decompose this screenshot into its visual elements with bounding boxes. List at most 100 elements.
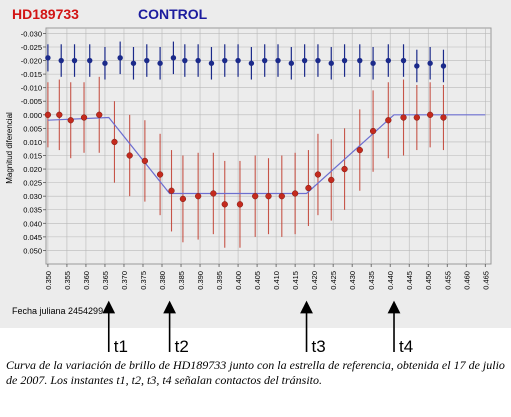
control-point [341, 57, 348, 64]
y-axis-ticks: -0.030 -0.025 -0.020 -0.015 -0.010 -0.005 0.00… [21, 29, 46, 255]
contact-label-t4: t4 [399, 337, 413, 356]
series-layer [44, 41, 486, 248]
x-tick-label: 0.365 [101, 271, 110, 290]
x-tick-label: 0.450 [424, 271, 433, 290]
control-point [248, 60, 255, 66]
y-tick-label: 0.015 [23, 151, 42, 160]
transit-model-line [47, 114, 486, 195]
contact-label-t3: t3 [312, 337, 326, 356]
star-point [126, 152, 133, 159]
contact-label-t1: t1 [114, 337, 128, 356]
x-tick-label: 0.415 [291, 271, 300, 290]
y-tick-label: 0.000 [23, 111, 42, 120]
star-point [369, 127, 377, 135]
control-point [130, 60, 137, 66]
y-tick-label: 0.050 [23, 246, 42, 255]
x-tick-label: 0.430 [348, 271, 357, 290]
y-tick-label: -0.015 [21, 70, 42, 79]
star-point [179, 195, 187, 203]
x-tick-label: 0.435 [367, 271, 376, 290]
y-tick-label: -0.025 [21, 43, 42, 52]
control-point [328, 60, 334, 66]
y-tick-label: 0.025 [23, 179, 42, 188]
star-point [305, 184, 312, 192]
star-point [341, 165, 348, 173]
x-tick-label: 0.370 [120, 271, 129, 290]
y-axis-label: Magnitud diferencial [5, 112, 14, 184]
x-tick-label: 0.440 [386, 271, 395, 290]
star-point [328, 176, 335, 184]
star-point [252, 193, 259, 200]
x-tick-label: 0.350 [44, 271, 53, 290]
y-tick-label: -0.020 [21, 57, 42, 66]
x-tick-label: 0.455 [443, 271, 452, 290]
control-point [275, 57, 281, 64]
control-label: CONTROL [138, 6, 208, 22]
y-tick-label: -0.030 [21, 29, 42, 38]
star-point [265, 193, 272, 200]
control-point [182, 57, 188, 64]
star-point [413, 114, 420, 121]
x-tick-label: 0.465 [481, 271, 490, 290]
control-point [222, 57, 228, 64]
control-point [385, 57, 392, 64]
y-tick-label: 0.045 [23, 233, 42, 242]
control-point [288, 60, 295, 66]
control-point [144, 57, 150, 64]
control-point [117, 55, 123, 61]
y-tick-label: 0.030 [23, 192, 42, 201]
x-tick-label: 0.380 [158, 271, 167, 290]
star-point [440, 114, 447, 121]
contact-markers: t1 t2 t3 t4 [102, 300, 413, 356]
star-label: HD189733 [12, 6, 79, 22]
control-point [440, 63, 447, 69]
x-tick-label: 0.390 [196, 271, 205, 290]
y-tick-label: 0.035 [23, 206, 42, 215]
star-point [168, 187, 175, 194]
star-point [291, 190, 299, 197]
control-point [195, 57, 201, 64]
x-tick-label: 0.400 [234, 271, 243, 290]
star-point [221, 201, 228, 208]
star-point [356, 146, 363, 154]
star-point [314, 171, 322, 178]
control-point [261, 57, 268, 64]
star-point [111, 138, 118, 146]
star-point [426, 111, 434, 118]
control-point [208, 60, 215, 66]
star-point [236, 201, 244, 208]
x-tick-label: 0.420 [310, 271, 319, 290]
x-tick-label: 0.405 [253, 271, 262, 290]
control-point [301, 57, 308, 64]
y-tick-label: 0.005 [23, 124, 42, 133]
x-tick-label: 0.445 [405, 271, 414, 290]
star-point [44, 111, 52, 118]
x-axis-label: Fecha juliana 2454299 + [12, 306, 111, 316]
y-tick-label: 0.020 [23, 165, 42, 174]
control-point [45, 55, 51, 61]
star-point [156, 171, 164, 178]
x-tick-label: 0.460 [462, 271, 471, 290]
star-point [385, 117, 392, 124]
control-point [370, 60, 376, 66]
figure-caption: Curva de la variación de brillo de HD189… [6, 358, 505, 387]
control-point [315, 57, 321, 64]
control-point [400, 57, 407, 64]
control-point [157, 60, 163, 66]
star-point [210, 190, 217, 197]
star-point [141, 157, 149, 165]
control-point [102, 60, 108, 66]
control-point [357, 57, 363, 64]
x-axis-ticks: 0.350 0.355 0.360 0.365 0.370 0.375 0.380 0.385… [44, 264, 490, 290]
control-point [71, 57, 78, 64]
x-tick-label: 0.395 [215, 271, 224, 290]
star-point [96, 111, 103, 118]
y-tick-label: -0.005 [21, 97, 42, 106]
star-point [278, 193, 285, 200]
light-curve-chart: -0.030 -0.025 -0.020 -0.015 -0.010 -0.005 0.00… [5, 27, 492, 356]
y-tick-label: 0.040 [23, 219, 42, 228]
star-point [400, 114, 407, 121]
x-tick-label: 0.360 [82, 271, 91, 290]
star-point [80, 114, 88, 121]
star-point [194, 193, 202, 200]
